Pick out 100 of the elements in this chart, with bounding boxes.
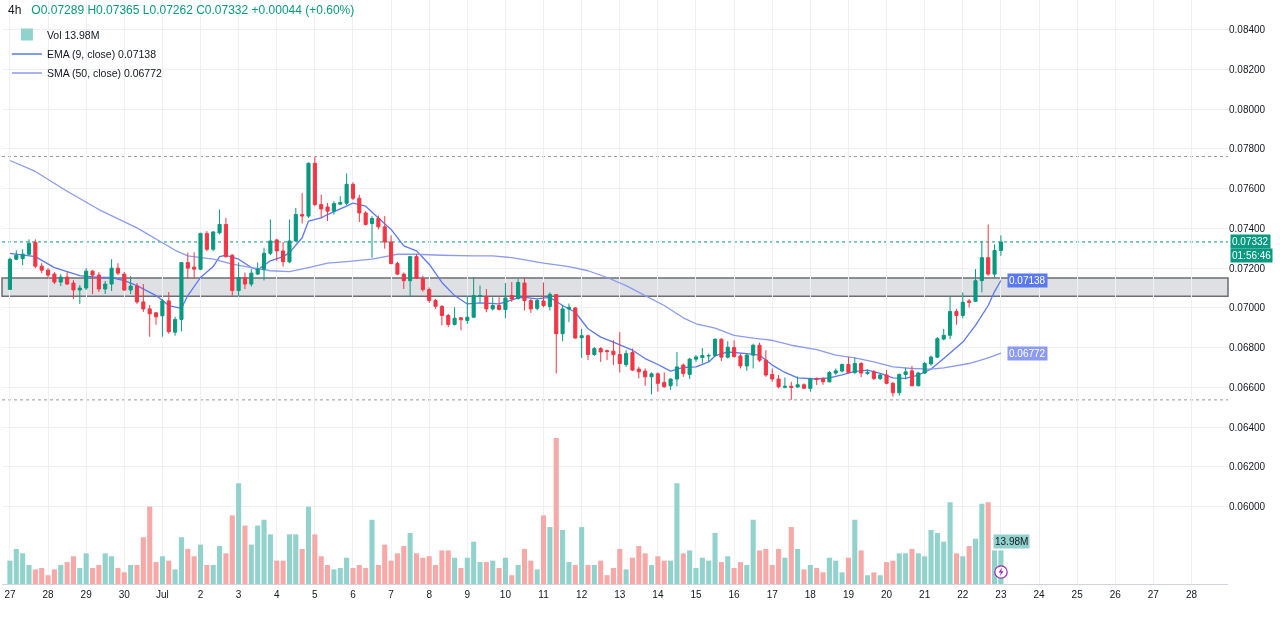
- y-tick-label: 0.08000: [1229, 103, 1266, 115]
- y-tick-label: 0.07000: [1229, 302, 1266, 314]
- candlestick: [763, 349, 768, 378]
- candlestick: [484, 288, 489, 313]
- x-tick-label: 16: [728, 589, 741, 600]
- bar: [909, 548, 915, 584]
- bar: [128, 565, 134, 584]
- bar: [509, 575, 515, 584]
- bar: [452, 557, 458, 584]
- candlestick: [300, 192, 305, 224]
- bar: [814, 567, 820, 584]
- bar: [280, 560, 286, 584]
- candlestick: [477, 285, 483, 303]
- ref-line-label: 0.07332: [1232, 236, 1269, 247]
- candlestick: [211, 230, 216, 252]
- candlestick: [46, 267, 51, 280]
- candlestick: [789, 381, 794, 401]
- bar: [445, 550, 451, 584]
- x-tick-label: 29: [80, 589, 93, 600]
- x-tick-label: 30: [118, 589, 131, 600]
- y-tick-label: 0.07600: [1229, 183, 1266, 195]
- candlestick: [833, 367, 838, 376]
- bar: [115, 567, 121, 584]
- candlestick: [325, 202, 330, 222]
- candlestick: [928, 355, 934, 366]
- bar: [750, 519, 756, 584]
- candlestick: [948, 295, 953, 340]
- bar: [953, 553, 959, 584]
- bar: [299, 548, 305, 584]
- x-tick-label: 9: [464, 589, 471, 600]
- annotation: 13.98M: [995, 536, 1029, 547]
- bar: [947, 502, 953, 584]
- candlestick: [617, 331, 622, 373]
- y-tick-label: 0.07400: [1229, 222, 1266, 234]
- candlestick: [439, 304, 444, 326]
- candlestick: [458, 316, 464, 331]
- candlestick: [179, 261, 184, 332]
- x-tick-label: 17: [766, 589, 779, 600]
- bar: [795, 548, 801, 584]
- candlestick: [674, 351, 679, 387]
- x-tick-label: 26: [1109, 589, 1122, 600]
- bar: [83, 553, 89, 584]
- bar: [496, 567, 502, 584]
- candlestick: [770, 367, 775, 383]
- candlestick: [668, 377, 673, 391]
- candlestick: [344, 172, 349, 206]
- bar: [407, 532, 413, 584]
- bar: [820, 572, 826, 584]
- bar: [877, 575, 883, 584]
- bar: [204, 565, 210, 584]
- bar: [305, 506, 312, 584]
- candlestick: [719, 337, 724, 362]
- candlestick: [960, 291, 965, 319]
- candlestick: [7, 257, 12, 291]
- bar: [960, 556, 966, 584]
- candlestick: [782, 376, 787, 389]
- x-tick-label: 8: [426, 589, 433, 600]
- bar: [553, 438, 559, 584]
- candlestick: [941, 328, 946, 341]
- candlestick: [808, 377, 813, 393]
- candlestick: [446, 313, 451, 328]
- bar: [858, 550, 864, 584]
- candlestick: [166, 291, 171, 335]
- bar: [229, 515, 235, 584]
- candlestick: [204, 230, 209, 252]
- candlestick: [547, 291, 552, 311]
- y-tick-label: 0.07200: [1229, 262, 1266, 274]
- candlestick: [605, 349, 610, 361]
- x-tick-label: 28: [42, 589, 55, 600]
- candlestick: [58, 273, 63, 287]
- x-tick-label: 22: [957, 589, 969, 600]
- bar: [159, 556, 165, 584]
- bar: [236, 483, 242, 584]
- candlestick: [757, 342, 762, 363]
- candlestick: [795, 375, 800, 388]
- candlestick: [585, 334, 591, 361]
- candlestick: [408, 255, 413, 297]
- candlestick: [738, 353, 743, 369]
- candlestick: [573, 306, 578, 340]
- x-tick-label: Jul: [156, 589, 169, 600]
- candlestick: [820, 376, 826, 386]
- candlestick: [903, 367, 908, 380]
- bar: [598, 560, 604, 584]
- candlestick: [261, 247, 267, 281]
- candlestick: [153, 311, 159, 326]
- x-tick-label: 4: [273, 589, 280, 600]
- bar: [718, 562, 724, 584]
- x-tick-label: 23: [995, 589, 1007, 600]
- candlestick: [103, 280, 108, 295]
- x-tick-label: 14: [652, 589, 664, 600]
- bar: [369, 519, 375, 584]
- candlestick: [560, 304, 565, 342]
- candlestick: [662, 371, 667, 389]
- candlestick: [395, 261, 400, 276]
- candlestick: [827, 370, 832, 383]
- candlestick: [306, 161, 311, 219]
- bar: [712, 532, 718, 584]
- candlestick: [655, 371, 660, 393]
- y-tick-label: 0.06400: [1229, 421, 1266, 433]
- data-label: 0.06772: [1009, 348, 1046, 359]
